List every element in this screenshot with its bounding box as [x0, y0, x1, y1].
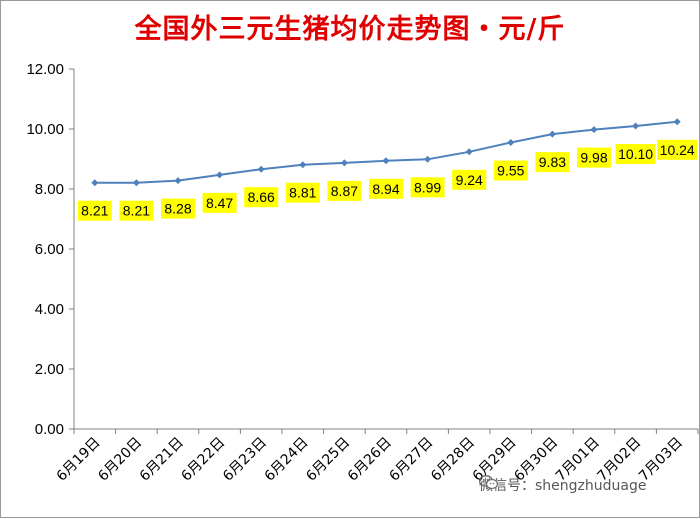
- data-point-marker: [132, 179, 140, 187]
- data-label: 8.81: [289, 185, 316, 201]
- data-point-marker: [257, 165, 265, 173]
- x-tick-label: 6月28日: [428, 435, 478, 485]
- y-tick-label: 4.00: [35, 301, 64, 318]
- x-tick-label: 6月27日: [386, 435, 436, 485]
- watermark-text: 微信号：shengzhuduage: [479, 478, 647, 494]
- x-tick-label: 6月24日: [262, 435, 312, 485]
- data-label-box: [161, 198, 195, 219]
- data-label: 10.10: [618, 146, 653, 162]
- data-label-box: [452, 169, 487, 190]
- data-label-box: [369, 178, 403, 199]
- x-tick-label: 6月21日: [137, 435, 187, 485]
- data-label: 10.24: [660, 142, 695, 158]
- data-label-box: [327, 180, 362, 201]
- data-point-marker: [299, 161, 307, 169]
- data-point-marker: [548, 130, 556, 138]
- data-label: 8.21: [81, 203, 108, 219]
- data-point-marker: [673, 118, 681, 126]
- data-label: 8.94: [372, 181, 399, 197]
- x-tick-label: 6月26日: [345, 435, 395, 485]
- data-label: 9.98: [580, 150, 607, 166]
- data-label-box: [615, 144, 656, 164]
- data-label-box: [577, 147, 611, 168]
- y-tick-label: 2.00: [35, 361, 64, 378]
- y-tick-label: 12.00: [26, 61, 64, 78]
- data-label: 8.87: [331, 183, 358, 199]
- data-point-marker: [174, 177, 182, 185]
- data-point-marker: [91, 179, 99, 187]
- wechat-icon: [479, 475, 499, 490]
- x-tick-label: 6月19日: [54, 435, 104, 485]
- chart-series: [91, 118, 681, 187]
- y-tick-label: 10.00: [26, 121, 64, 138]
- data-point-marker: [424, 155, 432, 163]
- data-point-marker: [507, 139, 515, 146]
- x-tick-label: 6月25日: [303, 435, 353, 485]
- data-label-box: [657, 139, 698, 160]
- data-label: 8.21: [123, 203, 150, 219]
- chart-data-labels: 8.21 8.21 8.28 8.47 8.66 8.81 8.87 8.94 8.99 9.24…: [77, 139, 698, 221]
- data-point-marker: [216, 171, 224, 179]
- watermark: 微信号：shengzhuduage: [479, 475, 646, 495]
- data-point-marker: [632, 122, 640, 130]
- chart-title: 全国外三元生猪均价走势图・元/斤: [134, 14, 566, 45]
- data-label: 8.28: [164, 201, 191, 217]
- chart-axes: 0.00 2.00 4.00 6.00 8.00 10.00 12.00 6月19日6月20日…: [26, 61, 699, 485]
- data-label-box: [493, 160, 528, 181]
- y-tick-label: 0.00: [35, 421, 64, 438]
- data-label-box: [535, 152, 570, 173]
- x-tick-label: 6月23日: [220, 435, 270, 485]
- x-tick-label: 6月20日: [95, 435, 145, 485]
- data-label-box: [77, 200, 112, 221]
- y-tick-label: 6.00: [35, 241, 64, 258]
- data-point-marker: [340, 159, 348, 167]
- data-label-box: [119, 200, 154, 221]
- data-label: 8.66: [248, 189, 275, 205]
- x-tick-label: 6月22日: [178, 435, 228, 485]
- data-point-marker: [590, 126, 598, 134]
- data-label-box: [202, 192, 237, 213]
- data-point-marker: [382, 157, 390, 165]
- data-label: 9.83: [539, 154, 566, 170]
- y-tick-label: 8.00: [35, 181, 64, 198]
- data-point-marker: [465, 148, 473, 156]
- data-label-box: [285, 182, 320, 203]
- data-label-box: [410, 177, 445, 198]
- data-label-box: [244, 187, 279, 208]
- data-label: 8.99: [414, 179, 441, 195]
- data-label: 9.55: [497, 163, 524, 179]
- data-label: 8.47: [206, 195, 233, 211]
- data-label: 9.24: [456, 172, 483, 188]
